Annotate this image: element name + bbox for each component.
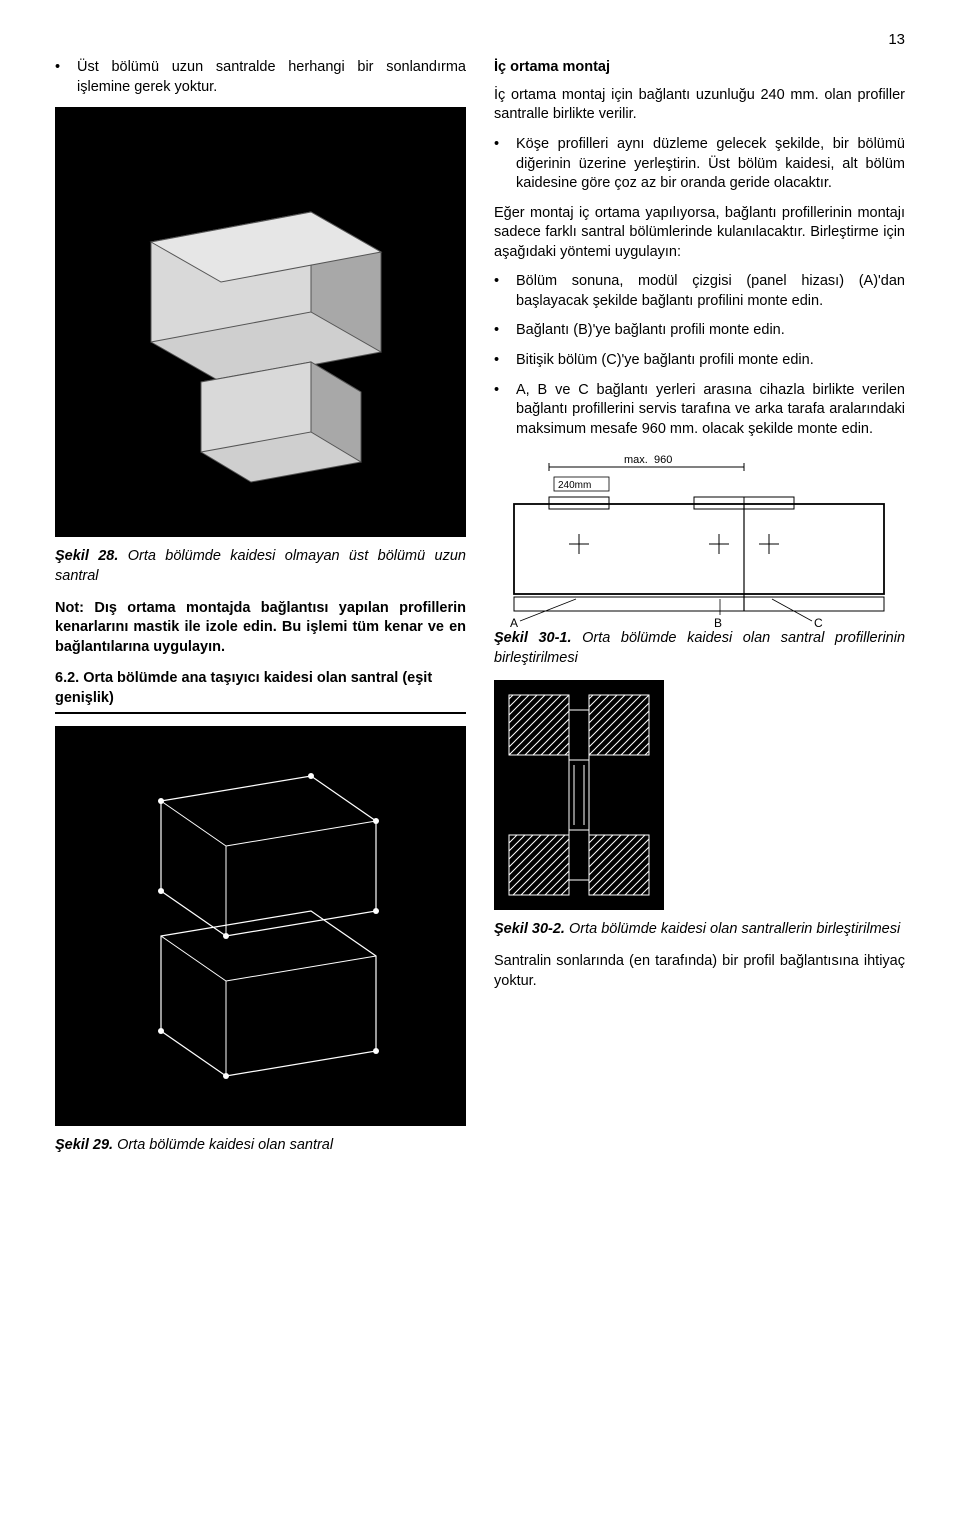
left-bullet-0: • Üst bölümü uzun santralde herhangi bir… [55, 58, 466, 97]
two-column-layout: • Üst bölümü uzun santralde herhangi bir… [55, 58, 905, 1168]
figure-30-1-caption: Şekil 30-1. Orta bölümde kaidesi olan sa… [494, 629, 905, 668]
bullet-dot: • [494, 135, 516, 194]
fig28-label: Şekil 28. [55, 548, 118, 564]
section-6-2-heading: 6.2. Orta bölümde ana taşıyıcı kaidesi o… [55, 669, 466, 708]
diag-A: A [510, 616, 518, 629]
figure-28 [55, 107, 466, 537]
figure-29 [55, 726, 466, 1126]
diag-max-val: 960 [654, 454, 672, 466]
right-heading: İç ortama montaj [494, 58, 905, 78]
fig30-2-text: Orta bölümde kaidesi olan santrallerin b… [569, 921, 900, 937]
fig29-label: Şekil 29. [55, 1137, 113, 1153]
figure-30-2 [494, 680, 664, 910]
right-bullet-5-text: A, B ve C bağlantı yerleri arasına cihaz… [516, 381, 905, 440]
right-bullet-4: • Bitişik bölüm (C)'ye bağlantı profili … [494, 351, 905, 371]
figure-30-2-svg [499, 685, 659, 905]
figure-29-svg [111, 741, 411, 1111]
fig30-1-label: Şekil 30-1. [494, 630, 572, 646]
right-bullet-3-text: Bağlantı (B)'ye bağlantı profili monte e… [516, 321, 905, 341]
bullet-dot: • [494, 321, 516, 341]
right-bullet-5: • A, B ve C bağlantı yerleri arasına cih… [494, 381, 905, 440]
right-bullet-4-text: Bitişik bölüm (C)'ye bağlantı profili mo… [516, 351, 905, 371]
right-bullet-2-text: Bölüm sonuna, modül çizgisi (panel hizas… [516, 272, 905, 311]
diag-C: C [814, 616, 823, 629]
figure-30-1-svg: max. 960 240mm [494, 449, 894, 629]
bullet-dot: • [494, 351, 516, 371]
figure-28-caption: Şekil 28. Orta bölümde kaidesi olmayan ü… [55, 547, 466, 586]
left-column: • Üst bölümü uzun santralde herhangi bir… [55, 58, 466, 1168]
diag-max-label: max. [624, 454, 648, 466]
figure-29-caption: Şekil 29. Orta bölümde kaidesi olan sant… [55, 1136, 466, 1156]
right-bullet-1-text: Köşe profilleri aynı düzleme gelecek şek… [516, 135, 905, 194]
figure-30-1: max. 960 240mm [494, 449, 905, 629]
diag-B: B [714, 616, 722, 629]
section-6-2-underline-2 [55, 713, 466, 714]
fig29-text: Orta bölümde kaidesi olan santral [117, 1137, 333, 1153]
bullet-dot: • [494, 272, 516, 311]
right-column: İç ortama montaj İç ortama montaj için b… [494, 58, 905, 1168]
diag-dim: 240mm [558, 480, 591, 491]
right-bullet-3: • Bağlantı (B)'ye bağlantı profili monte… [494, 321, 905, 341]
bullet-dot: • [55, 58, 77, 97]
note-text: Not: Dış ortama montajda bağlantısı yapı… [55, 599, 466, 658]
fig30-2-label: Şekil 30-2. [494, 921, 565, 937]
bullet-dot: • [494, 381, 516, 440]
left-bullet-0-text: Üst bölümü uzun santralde herhangi bir s… [77, 58, 466, 97]
right-p3: Santralin sonlarında (en tarafında) bir … [494, 952, 905, 991]
right-p1: İç ortama montaj için bağlantı uzunluğu … [494, 86, 905, 125]
figure-30-2-caption: Şekil 30-2. Orta bölümde kaidesi olan sa… [494, 920, 905, 940]
right-bullet-2: • Bölüm sonuna, modül çizgisi (panel hiz… [494, 272, 905, 311]
right-bullet-1: • Köşe profilleri aynı düzleme gelecek ş… [494, 135, 905, 194]
right-p2: Eğer montaj iç ortama yapılıyorsa, bağla… [494, 204, 905, 263]
page-number: 13 [55, 30, 905, 50]
figure-28-svg [111, 122, 411, 522]
